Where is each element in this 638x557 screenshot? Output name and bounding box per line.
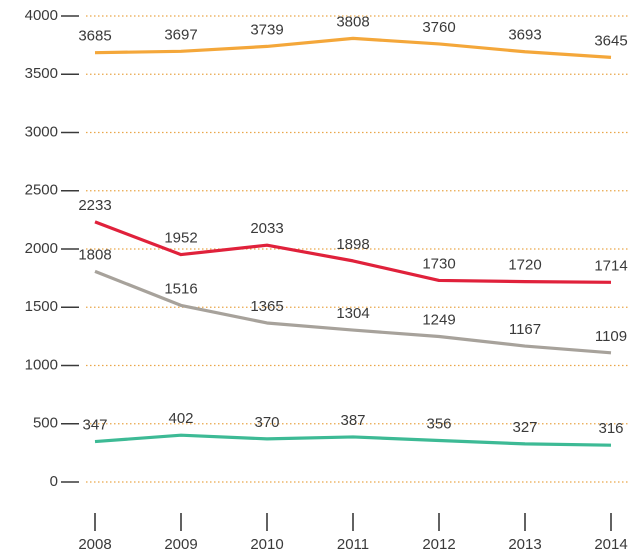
- data-label: 327: [512, 419, 537, 436]
- x-tick-label: 2008: [78, 536, 111, 553]
- y-tick-label: 500: [33, 415, 58, 432]
- y-tick-label: 1500: [25, 298, 58, 315]
- data-label: 1720: [508, 257, 541, 274]
- y-tick-label: 3500: [25, 65, 58, 82]
- y-tick-label: 3000: [25, 123, 58, 140]
- x-tick-label: 2014: [594, 536, 627, 553]
- series-line: [94, 269, 612, 355]
- data-label: 1516: [164, 280, 197, 297]
- data-label: 402: [168, 410, 193, 427]
- data-label: 1109: [595, 328, 627, 345]
- data-label: 387: [340, 412, 365, 429]
- series-line: [94, 220, 612, 284]
- data-label: 1714: [594, 257, 627, 274]
- data-label: 3808: [336, 13, 369, 30]
- y-tick-label: 2000: [25, 240, 58, 257]
- y-tick-label: 2500: [25, 182, 58, 199]
- y-tick-label: 1000: [25, 356, 58, 373]
- x-tick-label: 2011: [337, 536, 369, 553]
- series-line: [94, 36, 612, 59]
- data-label: 3760: [422, 19, 455, 36]
- data-label: 1167: [509, 321, 541, 338]
- data-label: 347: [82, 417, 107, 434]
- data-label: 3739: [250, 21, 283, 38]
- x-tick-label: 2010: [250, 536, 283, 553]
- y-tick-label: 4000: [25, 7, 58, 24]
- data-label: 3685: [78, 28, 111, 45]
- data-label: 1730: [422, 255, 455, 272]
- data-label: 3693: [508, 27, 541, 44]
- data-label: 316: [598, 420, 623, 437]
- data-label: 3645: [594, 32, 627, 49]
- x-tick-label: 2013: [508, 536, 541, 553]
- data-label: 1952: [164, 230, 197, 247]
- series-line: [94, 433, 612, 447]
- y-tick-label: 0: [50, 473, 58, 490]
- x-tick-label: 2009: [164, 536, 197, 553]
- data-label: 2033: [250, 220, 283, 237]
- data-label: 1808: [78, 246, 111, 263]
- x-tick-label: 2012: [422, 536, 455, 553]
- data-label: 1304: [336, 305, 369, 322]
- data-label: 370: [254, 414, 279, 431]
- data-label: 1249: [422, 311, 455, 328]
- data-label: 2233: [78, 197, 111, 214]
- data-label: 3697: [164, 26, 197, 43]
- data-label: 1898: [336, 236, 369, 253]
- data-label: 1365: [250, 298, 283, 315]
- data-label: 356: [426, 415, 451, 432]
